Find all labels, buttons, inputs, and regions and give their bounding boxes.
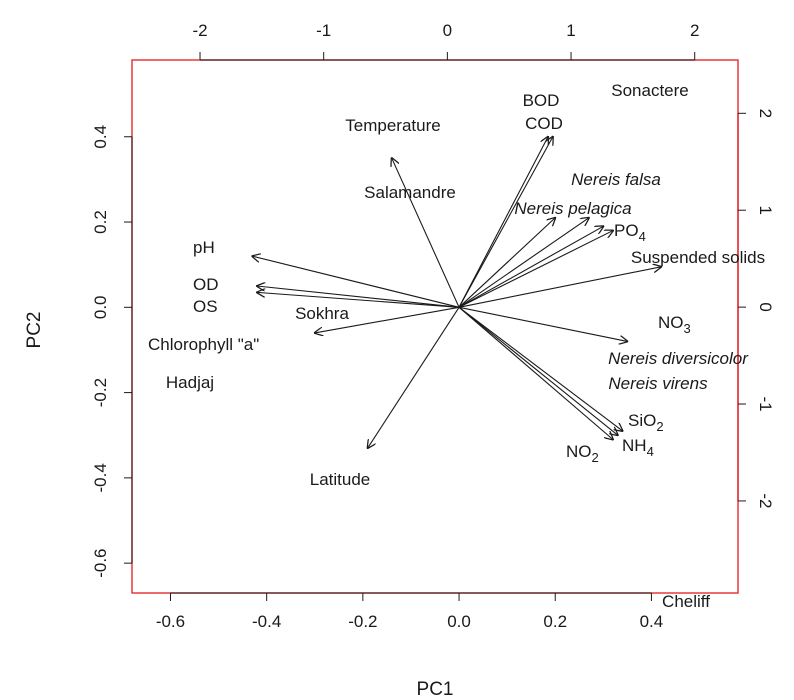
x-tick-label: 0.2 [543,612,567,631]
var-label-sio2: SiO2 [628,411,664,434]
site-label-salamandre: Salamandre [364,183,456,202]
right-tick-label: -1 [756,396,775,411]
arrow-unlabeled [458,218,555,308]
x-tick-label: 0.4 [640,612,664,631]
right-tick-label: 0 [756,302,775,311]
point-labels: Temperature BOD COD PO4 Suspended solids NO3 S… [148,81,765,611]
y-tick-label: 0.0 [91,295,110,319]
top-tick-label: 2 [690,21,699,40]
top-axis: -2 -1 0 1 2 [192,21,699,61]
arrow-temperature [392,158,460,308]
y-tick-label: -0.4 [91,463,110,492]
var-label-cod: COD [525,114,563,133]
arrow-sio2 [458,306,623,431]
arrow-od [257,286,460,308]
arrow-po4 [458,231,613,308]
x-axis-title: PC1 [417,679,454,700]
x-tick-label: -0.2 [348,612,377,631]
bottom-axis: -0.6 -0.4 -0.2 0.0 0.2 0.4 [156,592,664,631]
var-label-no3: NO3 [658,313,691,336]
right-tick-label: 1 [756,205,775,214]
arrow-suspended-solids [458,267,661,308]
y-tick-label: -0.6 [91,549,110,578]
x-tick-label: -0.4 [252,612,281,631]
site-label-sonactere: Sonactere [611,81,689,100]
var-label-ph: pH [193,238,215,257]
right-axis: -2 -1 0 1 2 [737,109,775,508]
arrow-unlabeled [458,226,603,308]
var-label-temperature: Temperature [345,116,440,135]
x-tick-label: 0.0 [447,612,471,631]
y-axis-title: PC2 [24,312,45,349]
arrow-no2 [458,306,613,439]
top-tick-label: 0 [443,21,452,40]
arrow-no3 [458,306,627,341]
x-tick-label: -0.6 [156,612,185,631]
arrow-latitude [368,307,460,448]
arrow-unlabeled [458,218,589,308]
site-label-hadjaj: Hadjaj [166,373,214,392]
right-tick-label: -2 [756,493,775,508]
var-label-chlorophyll-a: Chlorophyll "a" [148,335,259,354]
species-label-nereis-falsa: Nereis falsa [571,170,661,189]
site-label-cheliff: Cheliff [662,592,710,611]
plot-frame [131,59,739,594]
left-axis: -0.6 -0.4 -0.2 0.0 0.2 0.4 [91,125,133,578]
arrow-cod [458,137,553,308]
species-label-nereis-pelagica: Nereis pelagica [514,199,631,218]
top-tick-label: -2 [192,21,207,40]
var-label-os: OS [193,297,218,316]
top-tick-label: 1 [566,21,575,40]
var-label-od: OD [193,275,219,294]
variable-arrows [252,137,661,448]
arrow-ph [252,256,460,308]
site-label-latitude: Latitude [310,470,371,489]
y-tick-label: 0.2 [91,210,110,234]
arrow-bod [458,137,548,308]
species-label-nereis-diversicolor: Nereis diversicolor [608,349,749,368]
var-label-bod: BOD [523,91,560,110]
top-tick-label: -1 [316,21,331,40]
site-label-sokhra: Sokhra [295,304,349,323]
arrow-nh4 [458,306,618,435]
arrow-chlorophyll-a [315,306,460,333]
y-tick-label: -0.2 [91,378,110,407]
var-label-suspended-solids: Suspended solids [631,248,765,267]
right-tick-label: 2 [756,109,775,118]
species-label-nereis-virens: Nereis virens [608,374,708,393]
arrow-os [257,292,460,308]
var-label-no2: NO2 [566,442,599,465]
var-label-po4: PO4 [614,221,646,244]
y-tick-label: 0.4 [91,125,110,149]
var-label-nh4: NH4 [622,436,654,459]
